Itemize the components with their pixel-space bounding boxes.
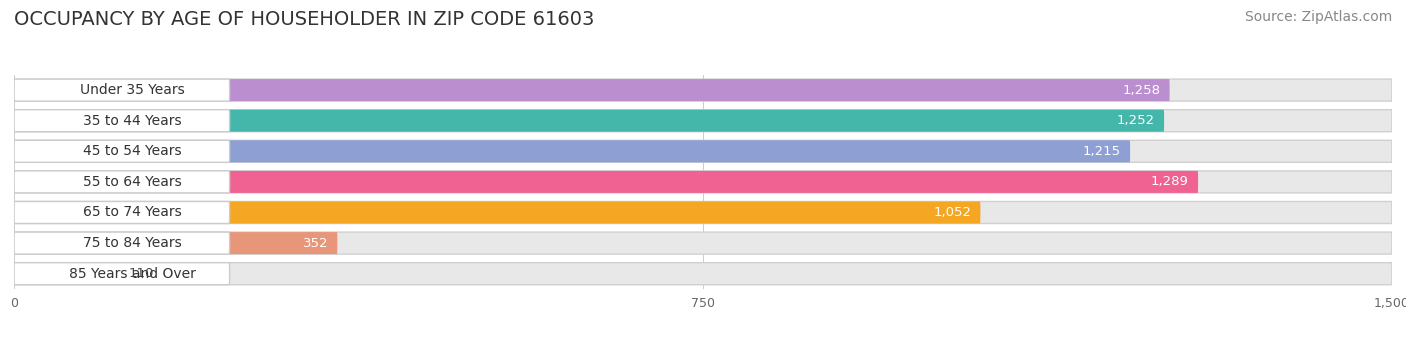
FancyBboxPatch shape: [14, 202, 1392, 223]
FancyBboxPatch shape: [14, 110, 1392, 132]
Text: 352: 352: [302, 237, 328, 250]
FancyBboxPatch shape: [14, 202, 980, 223]
FancyBboxPatch shape: [14, 232, 337, 254]
Text: Source: ZipAtlas.com: Source: ZipAtlas.com: [1244, 10, 1392, 24]
Text: 55 to 64 Years: 55 to 64 Years: [83, 175, 181, 189]
Text: Under 35 Years: Under 35 Years: [80, 83, 186, 97]
FancyBboxPatch shape: [14, 263, 229, 285]
FancyBboxPatch shape: [14, 232, 229, 254]
FancyBboxPatch shape: [14, 202, 229, 223]
FancyBboxPatch shape: [14, 140, 1392, 162]
Text: 1,215: 1,215: [1083, 145, 1121, 158]
Text: 35 to 44 Years: 35 to 44 Years: [83, 114, 181, 128]
FancyBboxPatch shape: [14, 79, 1392, 101]
FancyBboxPatch shape: [14, 110, 229, 132]
FancyBboxPatch shape: [14, 140, 229, 162]
Text: 1,258: 1,258: [1122, 84, 1160, 97]
FancyBboxPatch shape: [14, 140, 1130, 162]
FancyBboxPatch shape: [14, 171, 1198, 193]
Text: 75 to 84 Years: 75 to 84 Years: [83, 236, 181, 250]
FancyBboxPatch shape: [14, 79, 229, 101]
Text: 1,052: 1,052: [934, 206, 972, 219]
Text: 1,289: 1,289: [1152, 175, 1189, 188]
Text: 65 to 74 Years: 65 to 74 Years: [83, 205, 181, 220]
FancyBboxPatch shape: [14, 232, 1392, 254]
FancyBboxPatch shape: [14, 110, 1164, 132]
FancyBboxPatch shape: [14, 263, 115, 285]
Text: 45 to 54 Years: 45 to 54 Years: [83, 144, 181, 158]
Text: 85 Years and Over: 85 Years and Over: [69, 267, 195, 281]
FancyBboxPatch shape: [14, 171, 229, 193]
FancyBboxPatch shape: [14, 171, 1392, 193]
FancyBboxPatch shape: [14, 263, 1392, 285]
Text: OCCUPANCY BY AGE OF HOUSEHOLDER IN ZIP CODE 61603: OCCUPANCY BY AGE OF HOUSEHOLDER IN ZIP C…: [14, 10, 595, 29]
FancyBboxPatch shape: [14, 79, 1170, 101]
Text: 110: 110: [129, 267, 155, 280]
Text: 1,252: 1,252: [1116, 114, 1154, 127]
